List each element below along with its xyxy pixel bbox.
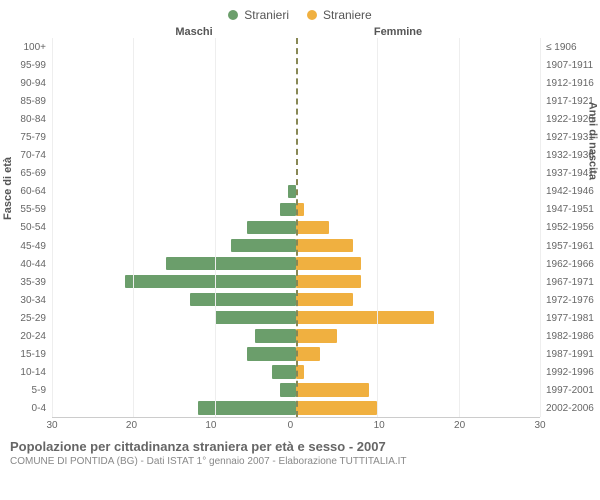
bar-female [296,275,361,289]
xtick: 30 [534,420,545,431]
legend: Stranieri Straniere [0,0,600,22]
plot-area [52,38,540,418]
bar-male [247,221,296,235]
year-label: 1912-1916 [546,78,600,89]
bar-male [288,185,296,199]
age-label: 10-14 [0,367,46,378]
year-label: 1942-1946 [546,186,600,197]
center-line [296,38,298,417]
year-label: 1997-2001 [546,385,600,396]
yaxis-right: ≤ 19061907-19111912-19161917-19211922-19… [540,38,600,418]
year-label: 1972-1976 [546,295,600,306]
yaxis-left: 100+95-9990-9485-8980-8475-7970-7465-696… [0,38,52,418]
year-label: ≤ 1906 [546,42,600,53]
xaxis-left: 3020100 [52,420,296,431]
header-male: Maschi [52,26,296,38]
age-label: 100+ [0,42,46,53]
age-label: 85-89 [0,96,46,107]
bar-female [296,383,369,397]
age-label: 80-84 [0,114,46,125]
age-label: 15-19 [0,349,46,360]
year-label: 1957-1961 [546,241,600,252]
bar-male [272,365,296,379]
bar-female [296,347,320,361]
age-label: 35-39 [0,277,46,288]
chart-subtitle: COMUNE DI PONTIDA (BG) - Dati ISTAT 1° g… [10,456,590,467]
bar-male [247,347,296,361]
xaxis-right: 102030 [296,420,540,431]
chart-title: Popolazione per cittadinanza straniera p… [10,439,590,454]
age-label: 50-54 [0,222,46,233]
age-label: 75-79 [0,132,46,143]
bar-female [296,401,377,415]
bar-male [198,401,296,415]
bar-female [296,239,353,253]
bar-male [215,311,296,325]
xtick: 20 [126,420,137,431]
legend-female: Straniere [307,8,372,22]
gridline [215,38,216,417]
header-female: Femmine [296,26,540,38]
bar-male [280,203,296,217]
gridline [377,38,378,417]
age-label: 0-4 [0,403,46,414]
gridline [459,38,460,417]
xtick: 30 [46,420,57,431]
xaxis: 30 20 10 0 10 20 30 [0,420,600,431]
bar-male [231,239,296,253]
legend-female-label: Straniere [323,8,372,22]
legend-male-swatch [228,10,238,20]
age-label: 25-29 [0,313,46,324]
year-label: 1952-1956 [546,222,600,233]
year-label: 1947-1951 [546,204,600,215]
age-label: 30-34 [0,295,46,306]
bar-female [296,329,337,343]
yaxis-left-title: Fasce di età [2,157,14,220]
year-label: 1977-1981 [546,313,600,324]
footer: Popolazione per cittadinanza straniera p… [0,431,600,467]
age-label: 95-99 [0,60,46,71]
bar-female [296,293,353,307]
bar-male [190,293,296,307]
gridline [52,38,53,417]
age-label: 40-44 [0,259,46,270]
year-label: 1987-1991 [546,349,600,360]
age-label: 20-24 [0,331,46,342]
xtick: 0 [288,420,294,431]
bar-male [125,275,296,289]
year-label: 1962-1966 [546,259,600,270]
age-label: 5-9 [0,385,46,396]
bar-female [296,257,361,271]
age-label: 45-49 [0,241,46,252]
bar-male [255,329,296,343]
year-label: 1982-1986 [546,331,600,342]
age-label: 90-94 [0,78,46,89]
gridline [540,38,541,417]
yaxis-right-title: Anni di nascita [586,102,598,180]
legend-male-label: Stranieri [244,8,289,22]
legend-male: Stranieri [228,8,289,22]
xtick: 10 [374,420,385,431]
xtick: 20 [454,420,465,431]
year-label: 2002-2006 [546,403,600,414]
bar-male [166,257,296,271]
bar-male [280,383,296,397]
column-headers: Maschi Femmine [0,26,600,38]
year-label: 1907-1911 [546,60,600,71]
bar-female [296,311,434,325]
year-label: 1967-1971 [546,277,600,288]
bar-female [296,221,329,235]
xtick: 10 [205,420,216,431]
legend-female-swatch [307,10,317,20]
gridline [133,38,134,417]
year-label: 1992-1996 [546,367,600,378]
